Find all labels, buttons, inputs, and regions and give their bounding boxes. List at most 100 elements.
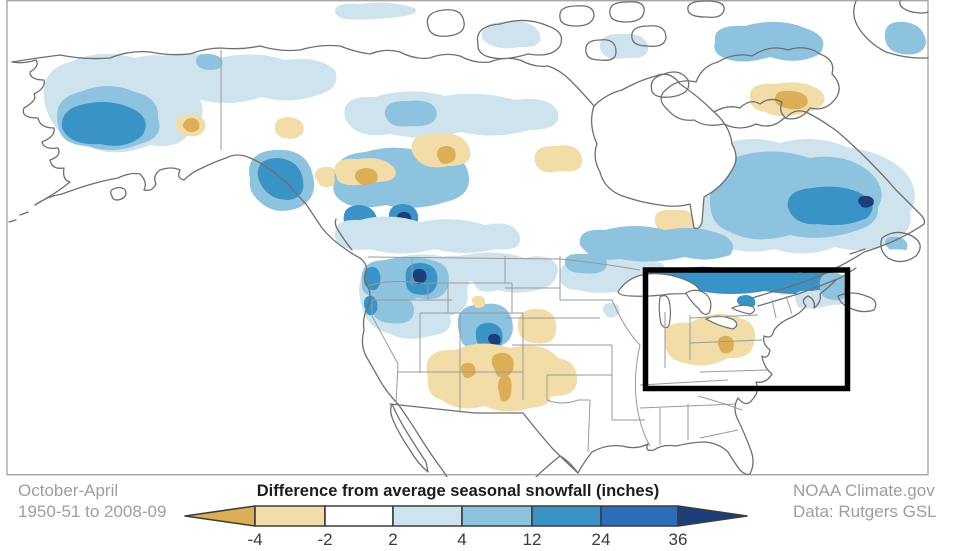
anomaly-blob — [497, 375, 512, 402]
anomaly-blob — [564, 253, 608, 274]
anomaly-blob — [664, 314, 756, 366]
anomaly-blob — [488, 333, 501, 346]
southampton-island — [650, 71, 690, 98]
greenland-coast — [853, 0, 929, 59]
anomaly-blob — [471, 295, 486, 309]
state-border — [659, 404, 739, 445]
lake-huron — [685, 289, 712, 315]
credit-line2: Data: Rutgers GSL — [793, 501, 937, 521]
anomaly-blob — [124, 53, 337, 104]
anomaly-blob — [599, 33, 649, 59]
anomaly-blob — [884, 21, 926, 55]
legend-tick-label: 4 — [457, 530, 466, 549]
anomaly-blob — [344, 91, 559, 138]
period-annotation: October-April 1950-51 to 2008-09 — [18, 481, 166, 522]
anomaly-blob — [61, 102, 146, 146]
state-border — [419, 282, 523, 372]
anomaly-blob — [481, 21, 541, 49]
coastlines — [8, 0, 929, 477]
victoria-island — [476, 19, 563, 60]
aleutian-islands — [8, 211, 29, 223]
coastline — [11, 44, 595, 107]
kodiak-island — [110, 186, 127, 201]
legend-segment — [392, 505, 463, 527]
anomaly-blob — [183, 118, 200, 133]
anomaly-blob — [334, 216, 521, 254]
banks-island — [426, 9, 465, 37]
state-border — [634, 344, 651, 447]
anomaly-blob — [787, 186, 873, 226]
anticosti-island — [849, 248, 866, 255]
anomaly-blob — [363, 266, 381, 291]
state-border — [371, 300, 399, 405]
greenland-coast — [899, 0, 929, 14]
legend-tick-label: 2 — [388, 530, 397, 549]
anomaly-blob — [426, 343, 565, 412]
credit-line1: NOAA Climate.gov — [793, 481, 935, 500]
anomaly-blob — [363, 295, 378, 316]
st-lawrence-north-shore — [751, 223, 925, 299]
north-america-map — [6, 0, 929, 477]
state-border — [505, 256, 645, 421]
newfoundland — [880, 231, 921, 263]
anomaly-blob — [195, 53, 223, 70]
arctic-island — [631, 25, 667, 47]
baffin-island — [660, 47, 840, 129]
anomaly-blob — [517, 308, 557, 344]
anomaly-blob — [819, 272, 850, 300]
period-line2: 1950-51 to 2008-09 — [18, 501, 167, 521]
anomaly-blobs — [43, 2, 926, 412]
anomaly-blob — [473, 259, 557, 293]
great-lakes — [617, 273, 756, 330]
arctic-island — [609, 1, 645, 23]
anomaly-blob — [714, 21, 824, 62]
arctic-island — [585, 39, 617, 61]
arctic-island — [687, 0, 725, 18]
anomaly-blob — [412, 268, 427, 284]
legend-segment — [324, 505, 394, 527]
anomaly-blob — [717, 335, 734, 354]
legend-tick-label: -2 — [317, 530, 332, 549]
coastline — [34, 154, 448, 477]
period-line1: October-April — [18, 481, 119, 500]
anomaly-blob — [524, 357, 578, 397]
highlight-box — [642, 267, 851, 392]
anomaly-blob — [858, 195, 874, 208]
coastline — [11, 59, 71, 206]
legend-tick-label: 36 — [669, 530, 688, 549]
legend-segment — [461, 505, 533, 527]
anomaly-blob — [334, 2, 416, 20]
lake-michigan — [658, 294, 672, 329]
state-border — [398, 256, 524, 413]
baja-california — [390, 403, 429, 473]
coastline — [577, 279, 837, 476]
anomaly-blob — [460, 362, 476, 378]
legend-tick-label: 24 — [592, 530, 611, 549]
anomaly-blob — [371, 296, 415, 324]
us-mexico-border — [389, 403, 579, 474]
anomaly-blob — [579, 226, 734, 262]
anomaly-blob — [274, 117, 304, 139]
coastline — [535, 455, 579, 477]
state-border — [546, 374, 612, 453]
legend-segment — [531, 505, 602, 527]
legend-arrow-left — [184, 505, 256, 527]
legend-arrow-right — [677, 505, 748, 527]
state-border — [664, 312, 763, 368]
map-frame — [6, 0, 929, 476]
vancouver-island — [334, 218, 353, 251]
state-border — [372, 258, 452, 301]
anomaly-blob — [774, 90, 808, 110]
anomaly-blob — [354, 168, 378, 185]
anomaly-blob — [491, 352, 514, 378]
state-border — [367, 280, 429, 287]
anomaly-blob — [384, 100, 437, 127]
legend-tick-label: 12 — [523, 530, 542, 549]
anomaly-blob — [314, 166, 339, 187]
state-border — [771, 295, 793, 319]
anomaly-blob — [534, 145, 583, 173]
anomaly-blob — [436, 146, 456, 164]
credit-annotation: NOAA Climate.gov Data: Rutgers GSL — [793, 481, 937, 522]
legend-tick-label: -4 — [247, 530, 262, 549]
